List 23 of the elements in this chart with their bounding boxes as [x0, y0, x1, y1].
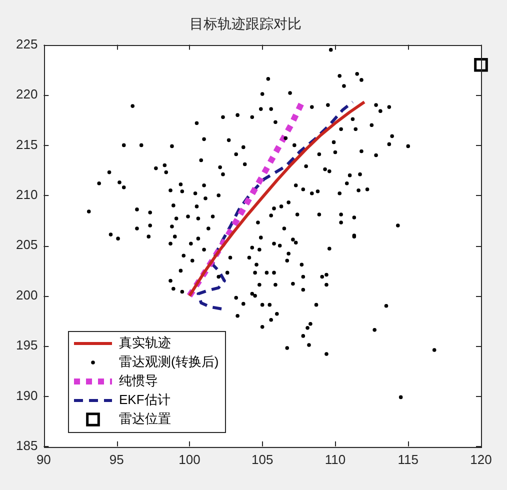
- x-tick-label: 115: [398, 452, 418, 467]
- x-tick-label: 120: [470, 452, 492, 467]
- line-series: [196, 100, 354, 310]
- y-tick-label: 195: [16, 338, 38, 353]
- chart-title: 目标轨迹跟踪对比: [190, 15, 302, 32]
- x-tick-label: 95: [109, 452, 124, 467]
- y-tick-label: 220: [16, 86, 38, 102]
- legend-label: 纯惯导: [119, 373, 158, 388]
- y-tick-label: 185: [16, 438, 38, 453]
- legend-label: 真实轨迹: [119, 335, 171, 350]
- x-tick-label: 110: [324, 452, 346, 467]
- y-tick-label: 205: [16, 237, 38, 252]
- y-tick-label: 210: [16, 186, 38, 202]
- y-tick-label: 190: [16, 388, 38, 403]
- legend-label: 雷达观测(转换后): [119, 354, 219, 370]
- x-tick-label: 100: [178, 452, 200, 467]
- y-tick-label: 215: [16, 136, 38, 152]
- y-tick-label: 225: [16, 36, 38, 52]
- y-tick-label: 200: [16, 287, 38, 302]
- x-tick-label: 90: [36, 452, 51, 467]
- legend-label: EKF估计: [119, 392, 170, 408]
- legend-label: 雷达位置: [119, 411, 171, 426]
- x-tick-label: 105: [251, 452, 274, 467]
